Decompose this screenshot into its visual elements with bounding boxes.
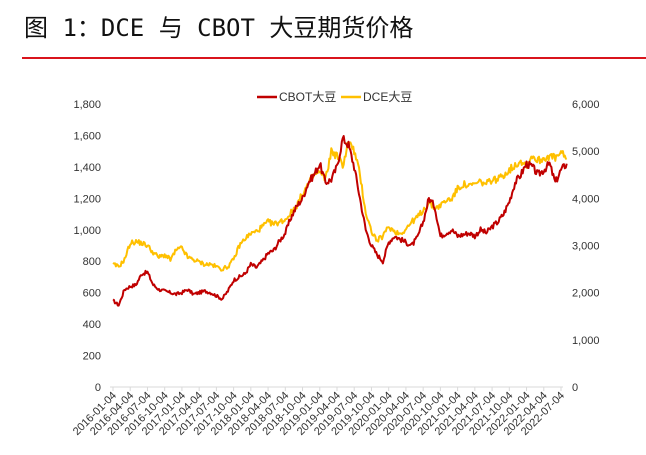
right-y-axis: 0 1,000 2,000 3,000 4,000 5,000 6,000 [572, 99, 600, 394]
legend: CBOT大豆 DCE大豆 [257, 90, 412, 104]
right-y-tick-label: 5,000 [572, 146, 600, 158]
left-y-tick-label: 600 [83, 288, 101, 300]
left-y-tick-label: 1,000 [73, 225, 101, 237]
dce-soybean-line [112, 141, 568, 272]
right-y-tick-label: 3,000 [572, 241, 600, 253]
title-divider [22, 57, 646, 59]
right-y-tick-label: 4,000 [572, 193, 600, 205]
x-axis: 2016-01-042016-04-042016-07-042016-10-04… [71, 387, 567, 438]
cbot-soybean-line [112, 135, 568, 307]
left-y-tick-label: 1,600 [73, 130, 101, 142]
left-y-tick-label: 1,200 [73, 193, 101, 205]
left-y-tick-label: 0 [95, 382, 101, 394]
right-y-tick-label: 1,000 [572, 335, 600, 347]
left-y-tick-label: 1,400 [73, 162, 101, 174]
legend-dce-label: DCE大豆 [363, 90, 412, 104]
page-title: 图 1：DCE 与 CBOT 大豆期货价格 [24, 14, 414, 42]
right-y-tick-label: 0 [572, 382, 578, 394]
left-y-tick-label: 1,800 [73, 99, 101, 111]
right-y-tick-label: 6,000 [572, 99, 600, 111]
legend-cbot-label: CBOT大豆 [279, 90, 336, 104]
left-y-tick-label: 800 [83, 256, 101, 268]
left-y-axis: 0 200 400 600 800 1,000 1,200 1,400 1,600 1,800 [73, 99, 101, 394]
right-y-tick-label: 2,000 [572, 288, 600, 300]
left-y-tick-label: 400 [83, 319, 101, 331]
left-y-tick-label: 200 [83, 351, 101, 363]
